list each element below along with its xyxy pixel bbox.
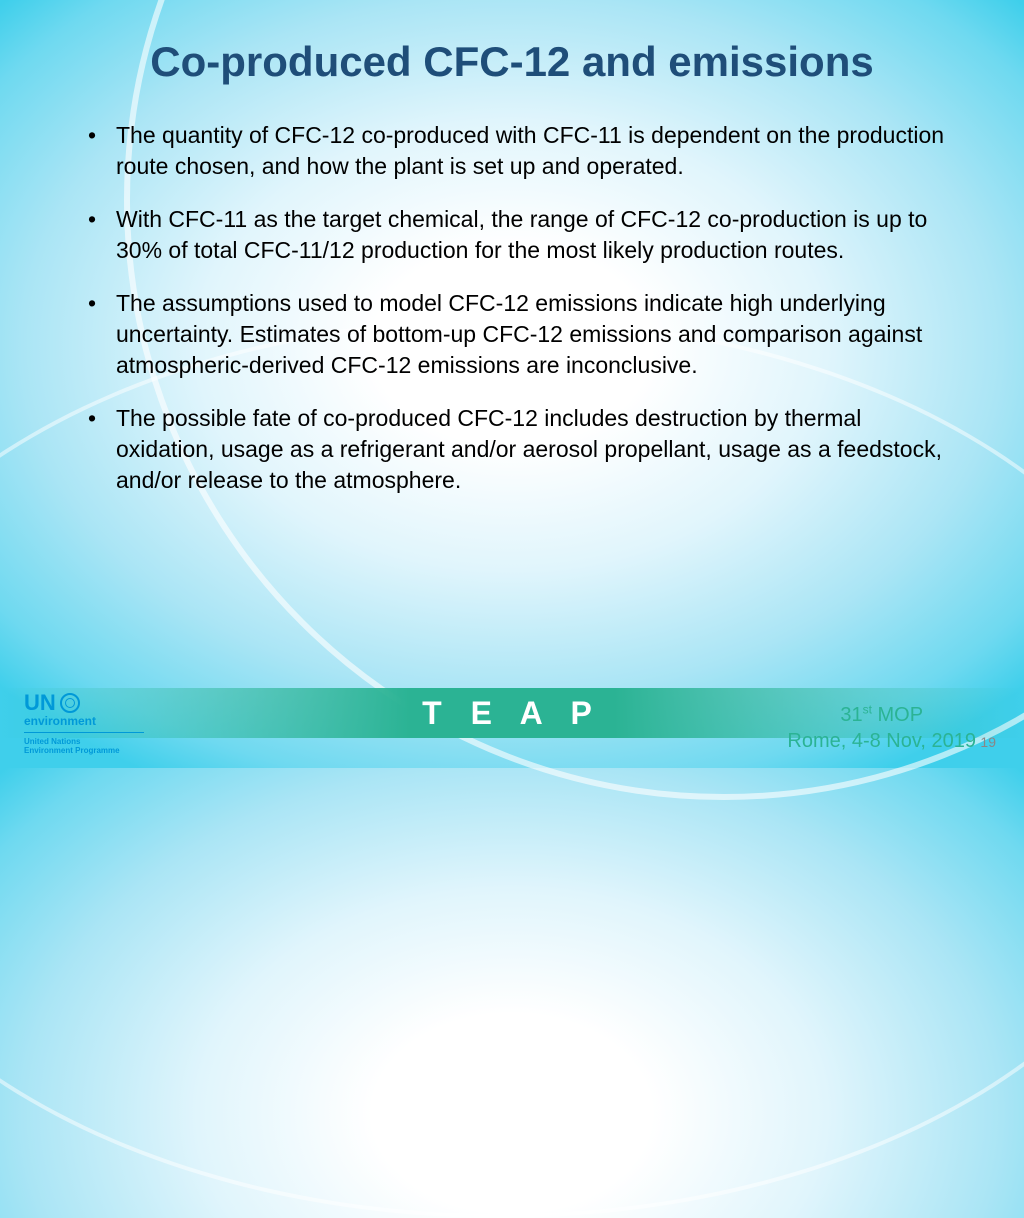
event-info: 31st MOP Rome, 4-8 Nov, 2019 [787,702,976,754]
bullet-item: The assumptions used to model CFC-12 emi… [80,288,954,381]
event-line-1: 31st MOP [787,702,976,728]
bullet-item: With CFC-11 as the target chemical, the … [80,204,954,266]
page-number: 19 [980,734,996,750]
un-divider [24,732,144,733]
un-logo-top-row: UN [24,690,164,716]
un-abbr: UN [24,690,56,716]
slide-title: Co-produced CFC-12 and emissions [0,38,1024,86]
bullet-list: The quantity of CFC-12 co-produced with … [80,120,954,496]
event-mop: MOP [872,704,923,726]
globe-icon [60,693,80,713]
bullet-item: The possible fate of co-produced CFC-12 … [80,403,954,496]
event-line-2: Rome, 4-8 Nov, 2019 [787,728,976,754]
teap-logo-text: T E A P [422,695,602,732]
slide-body: The quantity of CFC-12 co-produced with … [80,120,954,518]
un-environment-logo: UN environment United Nations Environmen… [24,690,164,756]
un-environment-label: environment [24,714,164,728]
event-ordinal: st [863,702,872,716]
event-number: 31 [840,704,862,726]
bullet-item: The quantity of CFC-12 co-produced with … [80,120,954,182]
un-subtitle-1: United Nations [24,737,164,747]
un-subtitle-2: Environment Programme [24,746,164,756]
